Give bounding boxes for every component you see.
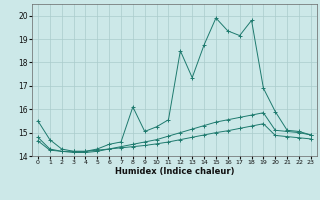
X-axis label: Humidex (Indice chaleur): Humidex (Indice chaleur) xyxy=(115,167,234,176)
